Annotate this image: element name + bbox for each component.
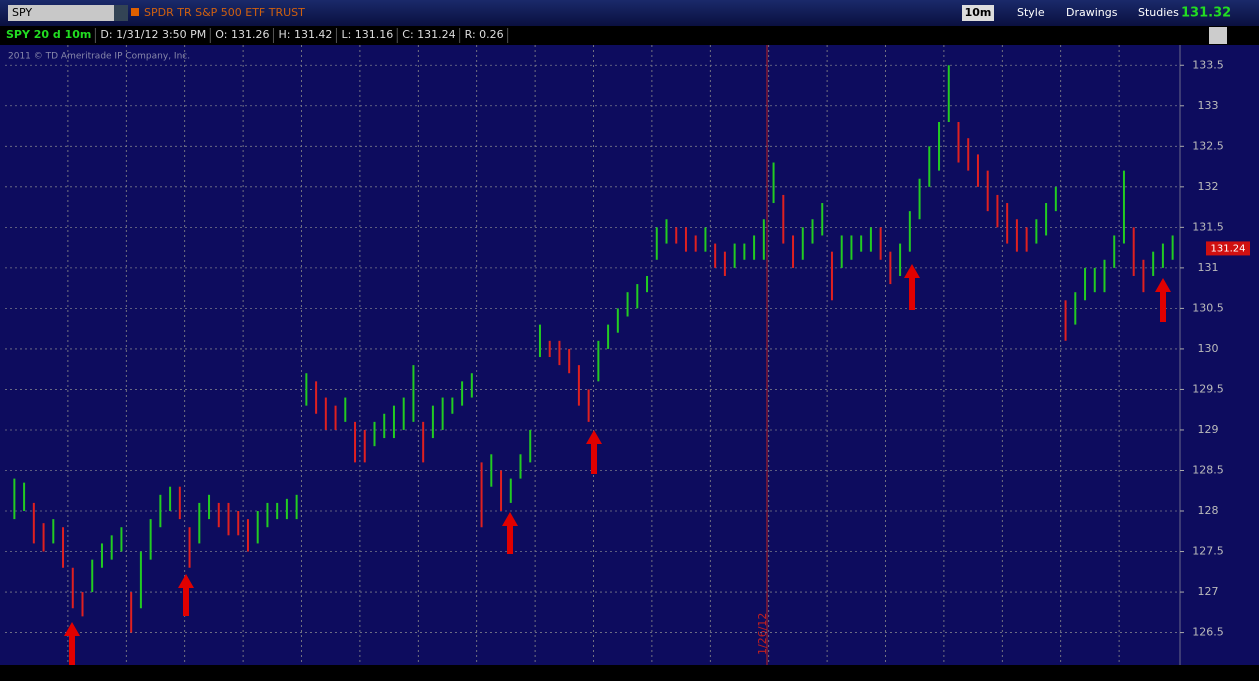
y-tick-label: 131.5 (1192, 220, 1224, 233)
info-field: R: 0.26 (465, 28, 504, 41)
copyright: 2011 © TD Ameritrade IP Company, Inc. (8, 52, 190, 62)
y-tick-label: 126.5 (1192, 626, 1224, 639)
header-bar (0, 0, 1259, 26)
price-tag: 131.24 (1211, 243, 1246, 254)
info-field: C: 131.24 (402, 28, 455, 41)
symbol: SPY (12, 6, 32, 19)
y-tick-label: 129 (1198, 423, 1219, 436)
chart-icon[interactable] (1209, 27, 1227, 44)
footer (0, 665, 1259, 681)
info-field: O: 131.26 (215, 28, 269, 41)
y-tick-label: 132 (1198, 180, 1219, 193)
bars (5, 45, 1180, 665)
y-tick-label: 132.5 (1192, 139, 1224, 152)
y-tick-label: 130 (1198, 342, 1219, 355)
button[interactable]: Style (1017, 6, 1045, 19)
icon (131, 8, 139, 16)
info-field: H: 131.42 (278, 28, 332, 41)
symbol-box[interactable] (8, 5, 114, 21)
y-tick-label: 133.5 (1192, 58, 1224, 71)
interval-button[interactable] (962, 5, 994, 21)
symbol-dropdown[interactable] (114, 5, 128, 21)
y-tick-label: 127.5 (1192, 545, 1224, 558)
date-marker: 1/26/12 (756, 613, 769, 655)
button[interactable]: Studies (1138, 6, 1179, 19)
description: SPDR TR S&P 500 ETF TRUST (144, 6, 305, 19)
arrows (64, 264, 1171, 666)
button[interactable]: Drawings (1066, 6, 1118, 19)
last-price: 131.32 (1181, 6, 1231, 21)
info-field: SPY 20 d 10m (6, 28, 91, 41)
y-tick-label: 131 (1198, 261, 1219, 274)
y-tick-label: 130.5 (1192, 301, 1224, 314)
plot-area (0, 45, 1259, 665)
info-field: L: 131.16 (341, 28, 393, 41)
price-tag-box (1206, 241, 1250, 256)
info-field: D: 1/31/12 3:50 PM (100, 28, 206, 41)
y-tick-label: 133 (1198, 99, 1219, 112)
y-tick-label: 128 (1198, 504, 1219, 517)
y-tick-label: 128.5 (1192, 463, 1224, 476)
info-bar (0, 26, 1259, 45)
interval: 10m (965, 6, 992, 19)
y-tick-label: 127 (1198, 585, 1219, 598)
y-tick-label: 129.5 (1192, 382, 1224, 395)
